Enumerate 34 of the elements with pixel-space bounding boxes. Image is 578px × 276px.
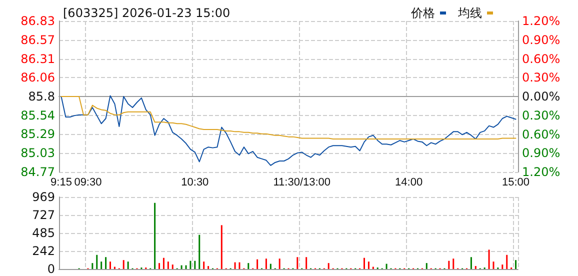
line-series — [60, 95, 516, 166]
y2-tick-label: 0.60% — [522, 127, 560, 142]
chart-title: [603325] 2026-01-23 15:00 — [63, 6, 230, 20]
y-tick-label: 85.03 — [20, 146, 55, 160]
y-tick-label: 86.06 — [20, 70, 55, 84]
y-tick-label: 242 — [32, 244, 55, 258]
y-tick-label: 85.29 — [20, 126, 55, 141]
y-tick-label: 85.54 — [20, 108, 55, 123]
y-tick-label: 84.77 — [20, 165, 55, 179]
x-tick-label: 14:00 — [395, 176, 423, 188]
y-tick-label: 969 — [32, 190, 55, 204]
x-tick-label: 09:30 — [74, 176, 102, 188]
x-tick-label: 11:30/13:00 — [273, 176, 331, 188]
y2-tick-label: 0.90% — [522, 146, 560, 160]
y2-tick-label: 0.00% — [522, 90, 560, 104]
y-tick-label: 86.57 — [20, 33, 55, 48]
x-tick-label: 9:15 — [50, 176, 72, 188]
y-tick-label: 0 — [47, 262, 55, 276]
y-tick-label: 86.31 — [20, 52, 55, 66]
y2-tick-label: 1.20% — [522, 14, 560, 28]
x-tick-label: 15:00 — [502, 176, 530, 188]
y2-tick-label: 1.20% — [522, 165, 560, 179]
y2-tick-label: 0.60% — [522, 52, 560, 66]
y2-tick-label: 0.30% — [522, 70, 560, 85]
y2-tick-label: 0.90% — [522, 32, 560, 47]
y-tick-label: 85.8 — [28, 90, 55, 104]
line-series — [60, 96, 516, 140]
x-tick-label: 10:30 — [181, 176, 209, 188]
y-tick-label: 485 — [32, 226, 55, 240]
legend-label: 价格 — [410, 6, 435, 20]
y-tick-label: 86.83 — [20, 14, 55, 28]
y2-tick-label: 0.30% — [522, 108, 560, 122]
legend-label: 均线 — [457, 6, 482, 20]
y-tick-label: 727 — [32, 208, 55, 222]
